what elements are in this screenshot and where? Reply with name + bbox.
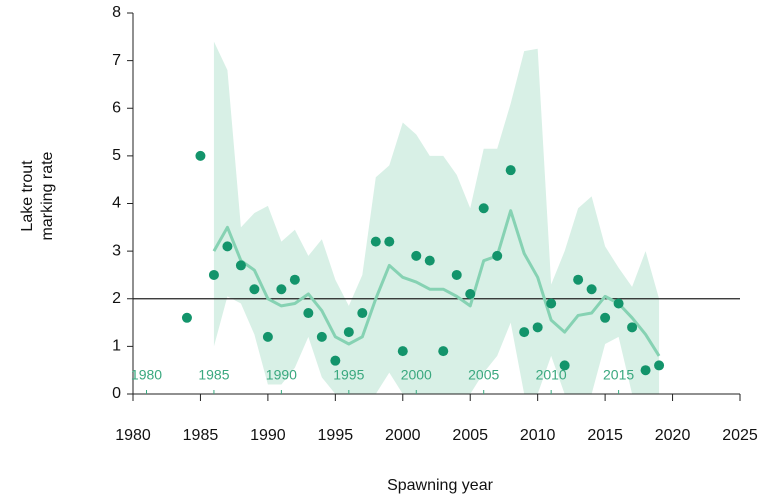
inner-x-tick-label: 2005 (468, 367, 499, 383)
y-axis-label: Lake trout (19, 160, 36, 232)
inner-x-tick-label: 2000 (401, 367, 432, 383)
data-point (478, 203, 489, 214)
x-tick-label: 1990 (250, 427, 286, 444)
x-tick-label: 2025 (722, 427, 758, 444)
data-point (276, 284, 287, 295)
data-point (438, 346, 449, 357)
y-tick-label: 8 (112, 4, 121, 21)
data-point (208, 269, 219, 280)
inner-x-tick-label: 1995 (333, 367, 364, 383)
data-point (249, 284, 260, 295)
data-point (222, 241, 233, 252)
inner-x-tick-label: 2010 (536, 367, 567, 383)
x-tick-label: 2005 (452, 427, 488, 444)
y-tick-label: 3 (112, 242, 121, 259)
data-point (505, 165, 516, 176)
data-point (181, 312, 192, 323)
inner-x-tick-label: 1980 (131, 367, 162, 383)
data-point (316, 331, 327, 342)
y-tick-label: 7 (112, 52, 121, 69)
data-point (532, 322, 543, 333)
x-tick-label: 2010 (520, 427, 556, 444)
y-tick-label: 6 (112, 99, 121, 116)
data-point (519, 327, 530, 338)
data-point (586, 284, 597, 295)
x-tick-label: 1980 (115, 427, 151, 444)
x-tick-label: 2000 (385, 427, 421, 444)
data-point (357, 308, 368, 319)
data-point (303, 308, 314, 319)
data-point (262, 331, 273, 342)
data-point (397, 346, 408, 357)
x-axis-label: Spawning year (387, 477, 494, 494)
data-point (451, 269, 462, 280)
data-point (370, 236, 381, 247)
y-tick-label: 4 (112, 195, 121, 212)
data-point (640, 365, 651, 376)
confidence-band (213, 41, 660, 394)
y-tick-label: 0 (112, 385, 121, 402)
x-tick-label: 2015 (587, 427, 623, 444)
data-point (235, 260, 246, 271)
data-point (343, 327, 354, 338)
trend-line (212, 209, 661, 357)
data-point (384, 236, 395, 247)
x-tick-label: 2020 (655, 427, 691, 444)
data-point (627, 322, 638, 333)
data-point (330, 355, 341, 366)
inner-x-tick-label: 1990 (266, 367, 297, 383)
inner-x-tick-label: 2015 (603, 367, 634, 383)
data-point (424, 255, 435, 266)
x-tick-label: 1985 (183, 427, 219, 444)
data-point (600, 312, 611, 323)
y-tick-label: 1 (112, 338, 121, 355)
data-point (289, 274, 300, 285)
y-tick-label: 5 (112, 147, 121, 164)
y-tick-label: 2 (112, 290, 121, 307)
data-point (492, 250, 503, 261)
data-point (573, 274, 584, 285)
data-point (465, 288, 476, 299)
data-point (411, 250, 422, 261)
data-point (654, 360, 665, 371)
x-tick-label: 1995 (318, 427, 354, 444)
data-point (195, 150, 206, 161)
data-point (613, 298, 624, 309)
data-point (546, 298, 557, 309)
y-axis-label: marking rate (39, 151, 56, 240)
inner-x-tick-label: 1985 (198, 367, 229, 383)
data-point (559, 360, 570, 371)
